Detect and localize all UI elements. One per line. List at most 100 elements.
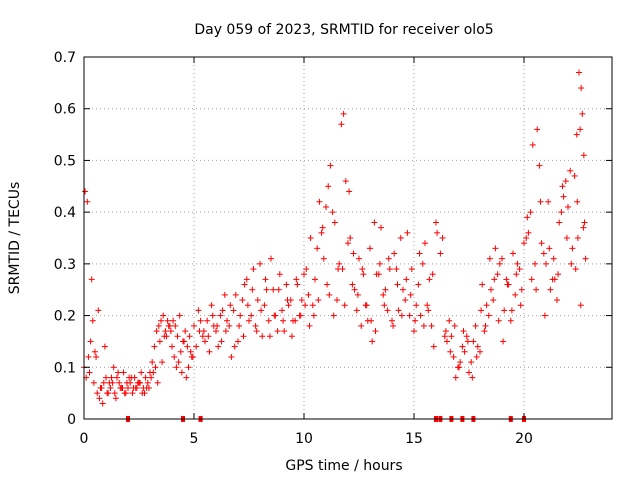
data-point: [389, 317, 395, 324]
data-point: [215, 343, 222, 350]
data-point: [385, 255, 392, 262]
data-point: [381, 302, 388, 309]
data-point: [224, 317, 230, 324]
data-point: [545, 198, 552, 205]
data-point: [120, 369, 127, 376]
y-tick-label: 0: [67, 412, 76, 428]
data-point: [579, 110, 586, 117]
data-point: [206, 348, 213, 355]
data-point: [252, 322, 259, 329]
data-point: [116, 379, 123, 386]
data-point: [132, 384, 139, 391]
data-point: [490, 297, 497, 304]
data-point: [123, 379, 130, 386]
data-point: [298, 297, 305, 304]
data-point: [274, 328, 281, 335]
data-point: [400, 286, 406, 293]
data-point: [297, 312, 304, 319]
data-point: [150, 369, 157, 376]
data-point: [517, 302, 524, 309]
data-point: [380, 291, 387, 298]
data-point: [177, 348, 184, 355]
data-point: [249, 286, 256, 293]
data-point: [412, 317, 419, 324]
data-point: [312, 276, 318, 283]
data-point: [447, 348, 454, 355]
data-point: [142, 374, 149, 381]
data-point: [151, 343, 158, 350]
data-point: [463, 333, 470, 340]
data-point: [324, 281, 331, 288]
data-point: [88, 276, 95, 283]
data-point: [419, 260, 426, 267]
data-point: [350, 250, 357, 257]
data-point: [417, 312, 424, 319]
data-point: [263, 286, 270, 293]
data-point: [138, 369, 145, 376]
data-point: [237, 312, 244, 319]
data-point: [294, 281, 301, 288]
data-point: [94, 390, 101, 397]
data-point: [327, 162, 334, 169]
data-point: [433, 219, 439, 226]
data-point: [416, 250, 423, 257]
data-point: [501, 307, 508, 314]
data-point: [244, 302, 251, 309]
data-point: [407, 291, 414, 298]
data-point: [200, 328, 207, 335]
data-point: [276, 271, 283, 278]
data-point: [538, 240, 545, 247]
data-point: [406, 312, 413, 319]
data-point: [110, 364, 117, 371]
data-point: [346, 188, 353, 195]
data-point: [163, 333, 170, 340]
data-point: [565, 203, 571, 210]
data-point: [307, 235, 314, 241]
data-point: [145, 384, 152, 391]
data-point: [420, 322, 427, 329]
data-point: [106, 379, 113, 386]
data-point: [293, 276, 300, 283]
data-point: [178, 369, 185, 376]
data-point: [429, 271, 436, 278]
data-point: [279, 307, 285, 314]
data-point: [128, 374, 135, 381]
data-point: [181, 338, 188, 345]
data-point: [246, 317, 252, 324]
data-point: [95, 307, 102, 314]
data-point: [148, 374, 155, 381]
data-point: [479, 281, 486, 288]
data-point: [424, 302, 431, 309]
data-point: [559, 183, 566, 190]
data-point: [173, 364, 180, 371]
data-point: [197, 317, 204, 324]
data-point: [99, 400, 106, 407]
y-tick-label: 0.1: [54, 360, 76, 376]
data-point: [174, 333, 181, 340]
data-point: [310, 312, 317, 319]
data-point: [470, 338, 477, 345]
data-point: [149, 359, 156, 366]
data-point: [184, 343, 191, 350]
data-point: [448, 333, 455, 340]
data-point: [250, 266, 257, 273]
data-point: [482, 322, 489, 329]
data-point: [460, 328, 467, 335]
data-point: [129, 390, 136, 397]
data-point: [372, 328, 379, 335]
data-point: [391, 250, 398, 257]
data-point: [514, 260, 521, 267]
data-point: [319, 224, 326, 231]
data-point: [468, 359, 475, 366]
data-point: [560, 193, 567, 200]
data-point: [217, 312, 224, 319]
data-point: [378, 224, 384, 231]
data-point: [262, 276, 269, 283]
data-point: [411, 328, 417, 335]
data-point: [513, 271, 520, 278]
data-point: [507, 317, 514, 324]
data-point: [258, 307, 265, 314]
data-point: [457, 359, 464, 366]
data-point: [93, 353, 100, 360]
data-point: [226, 322, 233, 329]
